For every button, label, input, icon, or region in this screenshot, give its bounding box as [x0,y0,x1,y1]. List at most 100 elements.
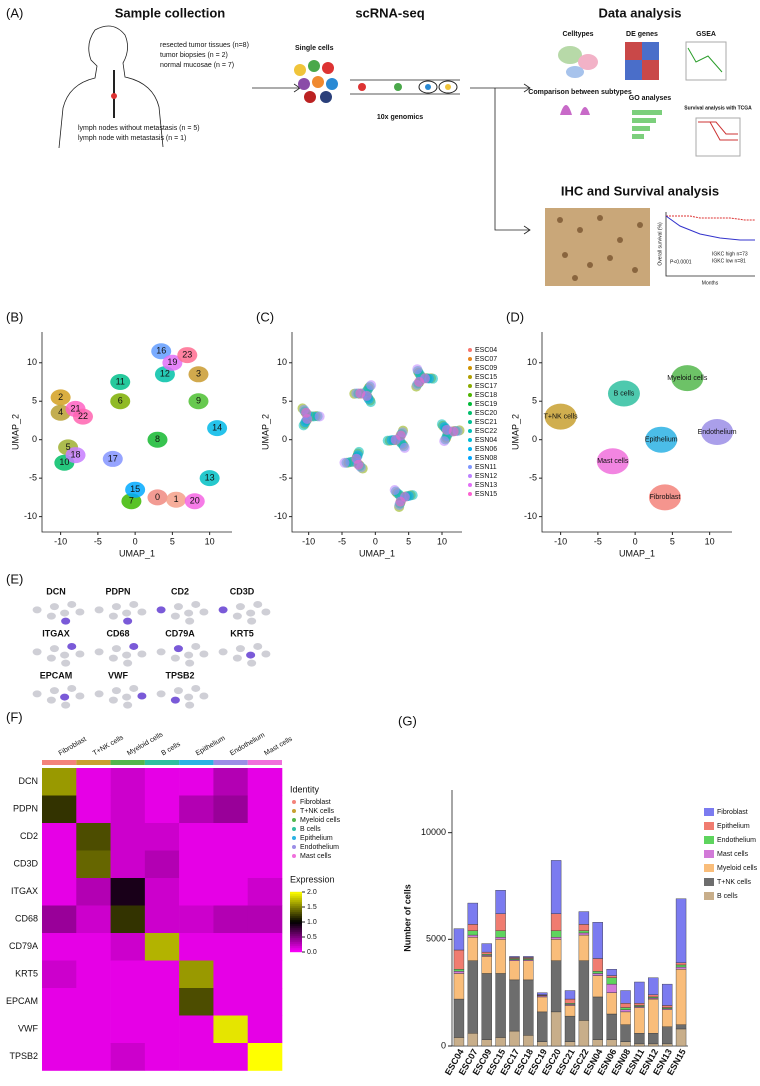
scale-tick-label: 2.0 [307,889,317,896]
bar-segment [453,971,465,974]
bar-segment [495,1037,506,1047]
heat-cell [76,1043,111,1071]
row-label: CD79A [9,941,38,951]
y-tick-label: 0 [32,434,37,444]
heat-cell [213,1043,249,1071]
heat-cell [42,960,77,989]
gene-label: PDPN [105,586,130,596]
bar-segment [675,1028,687,1047]
legend-swatch [704,892,714,900]
gene-label: ITGAX [42,628,70,638]
heat-cell [144,795,180,824]
group-label: Myeloid cells [667,375,708,382]
bar-segment [467,1032,479,1047]
label: Survival analysis with TCGA [684,105,752,111]
bar-segment [481,951,492,955]
legend-dot [468,411,472,415]
identity-bar [144,760,180,765]
bar-segment [550,860,562,914]
scale-swatch [290,923,302,927]
km-legend: IGKC low n=81 [712,258,746,264]
body-outline [58,25,164,149]
bar-segment [606,969,617,976]
feature-cells [123,617,133,625]
bar-segment [606,1039,617,1047]
heat-cell [42,850,77,879]
heat-cell [144,933,180,961]
feature-cells [123,659,133,667]
bar-segment [564,990,576,1000]
scale-swatch [290,917,302,921]
gene-label: CD68 [106,628,129,638]
heat-cell [42,905,77,934]
sample-item: tumor biopsies (n = 2) [160,52,228,59]
thumbnails [558,41,741,157]
cluster-label: 3 [196,369,201,379]
bar-segment [578,911,590,925]
cluster-label: 6 [118,396,123,406]
bar-segment [620,1041,631,1047]
sample-cells [395,430,406,441]
sample-cells [355,388,366,399]
cluster-label: 12 [160,369,170,379]
cell-group [645,426,678,453]
bar-segment [661,1043,673,1047]
heat-cell [76,850,111,879]
arrow [470,83,531,235]
row-label: DCN [19,776,39,786]
bar-segment [578,934,590,961]
feature-cells [253,642,263,650]
legend-label: B cells [717,893,738,900]
legend-label: ESN15 [475,491,497,498]
legend-label: ESC09 [475,365,497,372]
axis-line [291,332,462,533]
group-label: Epithelium [645,437,678,444]
sample-cells [353,459,364,470]
x-tick-label: 0 [373,536,378,546]
bar-segment [453,969,465,972]
feature-cells [67,642,77,650]
cluster-label: 0 [155,492,160,502]
cluster-label: 22 [78,411,88,421]
bar-segment [661,1009,673,1028]
km-legend: IGKC high n=73 [712,251,748,257]
legend-label: ESC04 [475,347,497,354]
group-label: B cells [614,390,635,397]
bar-segment [453,928,465,951]
heat-cell [179,878,214,906]
bar-segment [509,1030,520,1047]
legend-dot [292,809,296,813]
feature-cells [122,693,132,701]
feature-cells [75,650,85,658]
y-tick-label: 10 [527,357,537,367]
scale-swatch [290,891,302,895]
bar-segment [509,960,520,981]
scale-swatch [290,907,302,911]
scale-swatch [290,941,302,945]
group-label: Endothelium [698,429,737,436]
heat-cell [144,878,180,906]
bar-segment [592,973,603,976]
cluster [65,447,86,464]
bar-segment [467,937,479,961]
heat-cell [76,795,111,824]
heat-cell [110,850,146,879]
bar-segment [537,992,548,996]
legend-label: Endothelium [717,837,756,844]
sample-cells [439,436,450,447]
bar-segment [537,1041,548,1047]
bar-segment [592,922,603,959]
bar-segment [661,1026,673,1045]
label: DE genes [626,31,658,38]
cluster-label: 11 [116,376,125,386]
identity-bar [76,760,111,765]
scale-swatch [290,895,302,899]
x-tick-label: -5 [338,536,346,546]
cluster [50,389,71,406]
y-tick-label: -10 [274,511,287,521]
bar-segment [648,994,659,998]
legend-dot [468,429,472,433]
heat-cell [247,850,283,879]
cell-group [671,365,704,392]
bar-segment [578,1020,590,1047]
